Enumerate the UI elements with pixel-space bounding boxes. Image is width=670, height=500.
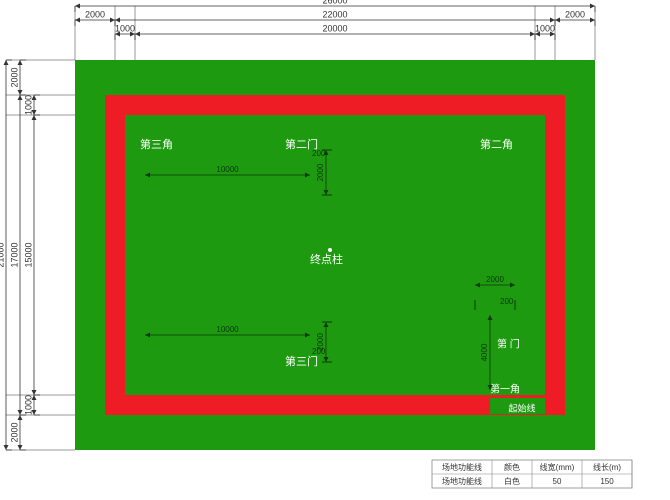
- dim-v-1000: 1000: [23, 95, 33, 115]
- center-dot: [328, 248, 332, 252]
- diagram-canvas: 起始线第三角第二角第二门第一角第三门第 门终点柱2600022000200002…: [0, 0, 670, 500]
- dim-v-1000: 1000: [23, 395, 33, 415]
- inner-mark-1: 200: [312, 347, 326, 356]
- field-label-3: 第一角: [490, 383, 520, 396]
- field-label-5: 第 门: [497, 338, 520, 351]
- dim-v-2000: 2000: [9, 67, 19, 87]
- start-line-label: 起始线: [508, 402, 535, 413]
- dim-h-26000: 26000: [322, 0, 347, 5]
- legend-cell-1-0: 场地功能线: [442, 476, 482, 486]
- legend-cell-1-2: 50: [553, 477, 562, 486]
- legend-cell-1-3: 150: [600, 477, 614, 486]
- legend-cell-0-1: 颜色: [504, 462, 520, 472]
- dim-v-17000: 17000: [9, 242, 19, 267]
- legend-cell-0-2: 线宽(mm): [540, 462, 575, 472]
- dim-h-20000: 20000: [322, 23, 347, 33]
- dim-h-22000: 22000: [322, 9, 347, 19]
- dim-h-2000: 2000: [565, 9, 585, 19]
- dim-v-2000: 2000: [9, 422, 19, 442]
- dim-h-1000: 1000: [115, 23, 135, 33]
- dim-v-21000: 21000: [0, 242, 5, 267]
- dim-h-1000: 1000: [535, 23, 555, 33]
- legend-cell-0-0: 场地功能线: [442, 462, 482, 472]
- dim-h-2000: 2000: [486, 275, 504, 284]
- field-label-0: 第三角: [140, 137, 173, 151]
- legend-cell-0-3: 线长(m): [593, 462, 621, 472]
- dim-v-4000: 4000: [480, 343, 489, 361]
- dim-h-10000: 10000: [216, 325, 239, 334]
- dim-h-10000: 10000: [216, 165, 239, 174]
- dim-h-2000: 2000: [85, 9, 105, 19]
- field-label-6: 终点柱: [310, 252, 343, 266]
- legend-cell-1-1: 白色: [504, 476, 520, 486]
- field-label-1: 第二角: [480, 137, 513, 151]
- dim-v-15000: 15000: [23, 242, 33, 267]
- dim-v-2000: 2000: [316, 163, 325, 181]
- inner-mark-2: 200: [500, 297, 514, 306]
